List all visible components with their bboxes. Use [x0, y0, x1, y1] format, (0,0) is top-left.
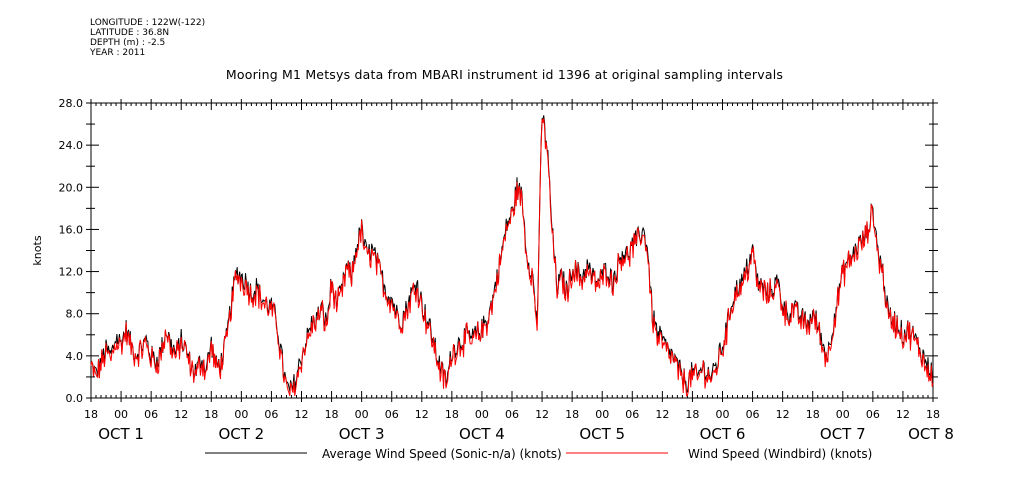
x-day-label: OCT 3 [339, 425, 385, 443]
x-tick-label: 06 [144, 408, 158, 421]
y-axis-label: knots [31, 235, 44, 265]
y-tick-label: 12.0 [59, 266, 84, 279]
x-tick-label: 12 [776, 408, 790, 421]
metadata-block: LONGITUDE : 122W(-122) LATITUDE : 36.8N … [90, 18, 205, 58]
meta-depth: DEPTH (m) : -2.5 [90, 38, 166, 48]
x-day-label: OCT 4 [459, 425, 505, 443]
y-tick-label: 16.0 [59, 223, 84, 236]
x-tick-label: 18 [445, 408, 459, 421]
x-tick-label: 06 [866, 408, 880, 421]
series-line-windbird-wind-speed [90, 118, 934, 397]
x-tick-label: 12 [174, 408, 188, 421]
plot-frame [90, 102, 934, 399]
x-tick-label: 18 [685, 408, 699, 421]
axes-layer: 0.0 4.0 8.0 12.0 16.0 20.0 24.0 28.0 knots 18 00 06… [31, 97, 954, 443]
x-tick-label: 06 [264, 408, 278, 421]
x-tick-label: 12 [535, 408, 549, 421]
x-tick-label: 18 [806, 408, 820, 421]
x-tick-label: 18 [926, 408, 940, 421]
x-tick-label: 06 [505, 408, 519, 421]
legend-label-windbird-wind-speed: Wind Speed (Windbird) (knots) [688, 447, 872, 461]
x-day-label: OCT 7 [820, 425, 866, 443]
x-tick-label: 00 [114, 408, 128, 421]
y-tick-label: 24.0 [59, 139, 84, 152]
y-tick-label: 4.0 [66, 350, 84, 363]
x-tick-label: 12 [655, 408, 669, 421]
x-tick-label: 18 [325, 408, 339, 421]
x-tick-label: 00 [716, 408, 730, 421]
meta-year: YEAR : 2011 [90, 48, 146, 58]
x-tick-label: 00 [234, 408, 248, 421]
x-day-label: OCT 6 [700, 425, 746, 443]
x-tick-label: 06 [746, 408, 760, 421]
x-tick-label: 00 [836, 408, 850, 421]
x-day-label: OCT 5 [579, 425, 625, 443]
y-tick-label: 28.0 [59, 97, 84, 110]
x-tick-label: 00 [595, 408, 609, 421]
y-tick-label: 20.0 [59, 181, 84, 194]
y-tick-label: 8.0 [66, 308, 84, 321]
x-tick-label: 18 [204, 408, 218, 421]
x-day-label: OCT 8 [908, 425, 954, 443]
series-layer [90, 115, 934, 397]
x-tick-label: 06 [625, 408, 639, 421]
x-tick-label: 12 [295, 408, 309, 421]
x-tick-label: 12 [415, 408, 429, 421]
series-line-average-wind-speed [90, 115, 934, 394]
legend: Average Wind Speed (Sonic-n/a) (knots) Wi… [205, 447, 872, 461]
x-tick-label: 18 [565, 408, 579, 421]
x-tick-label: 00 [355, 408, 369, 421]
x-tick-label: 18 [84, 408, 98, 421]
x-tick-label: 12 [896, 408, 910, 421]
legend-label-average-wind-speed: Average Wind Speed (Sonic-n/a) (knots) [322, 447, 562, 461]
x-day-label: OCT 1 [98, 425, 144, 443]
meta-longitude: LONGITUDE : 122W(-122) [90, 18, 206, 28]
x-tick-label: 06 [385, 408, 399, 421]
chart-title: Mooring M1 Metsys data from MBARI instru… [225, 67, 784, 82]
x-tick-label: 00 [475, 408, 489, 421]
meta-latitude: LATITUDE : 36.8N [90, 28, 170, 38]
y-tick-label: 0.0 [66, 392, 84, 405]
x-day-label: OCT 2 [218, 425, 264, 443]
